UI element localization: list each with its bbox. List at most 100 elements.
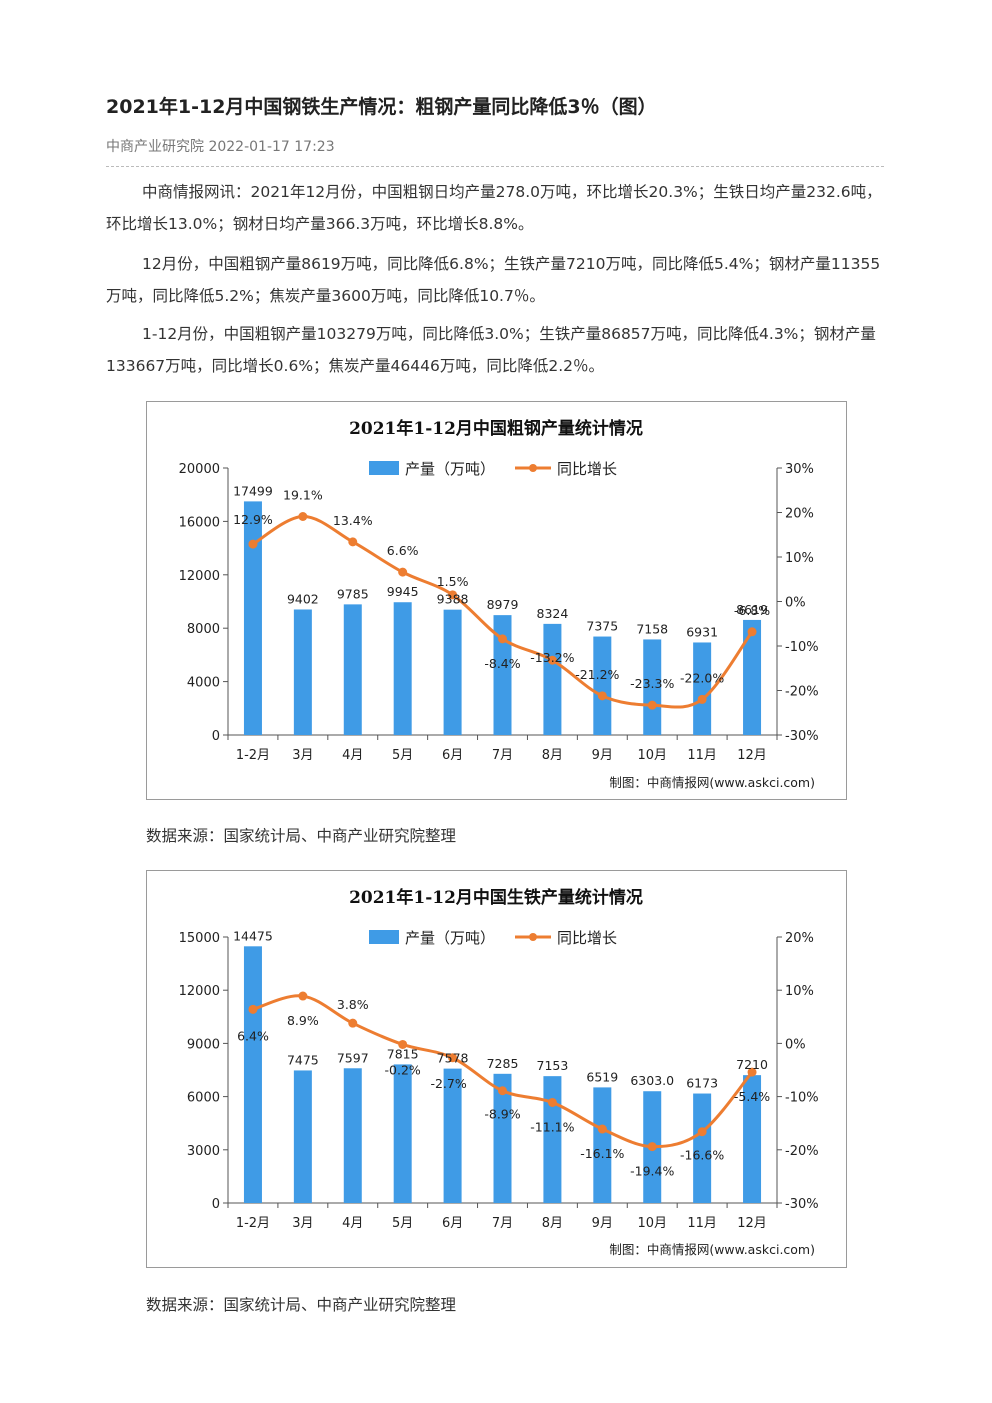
bar-9月: [593, 1087, 612, 1203]
growth-value-label: -8.9%: [484, 1107, 520, 1122]
left-tick-label: 12000: [179, 569, 220, 584]
bar-value-label: 7285: [487, 1056, 519, 1071]
bar-value-label: 9388: [437, 592, 469, 607]
bar-9月: [593, 636, 612, 735]
article-meta: 中商产业研究院 2022-01-17 17:23: [106, 139, 335, 155]
right-tick-label: 0%: [785, 596, 806, 611]
bar-6月: [443, 1068, 462, 1203]
bar-value-label: 7597: [337, 1050, 369, 1065]
legend-line-label: 同比增长: [557, 929, 617, 947]
x-tick-label: 3月: [292, 1216, 313, 1231]
growth-point-12月: [747, 1067, 757, 1077]
growth-point-10月: [647, 700, 657, 710]
chart-legend: 产量（万吨） 同比增长: [369, 460, 617, 478]
bar-5月: [393, 1064, 412, 1203]
growth-value-label: 3.8%: [337, 997, 369, 1012]
growth-value-label: -19.4%: [630, 1164, 674, 1179]
growth-value-label: -13.2%: [530, 650, 574, 665]
right-tick-label: 10%: [785, 551, 814, 566]
legend-bar-swatch: [369, 930, 399, 944]
growth-point-9月: [597, 691, 607, 701]
bar-value-label: 9945: [387, 584, 419, 599]
bar-4月: [343, 604, 362, 735]
x-tick-label: 7月: [492, 1216, 513, 1231]
bar-12月: [743, 1075, 762, 1203]
bar-value-label: 8979: [487, 597, 519, 612]
bar-3月: [293, 609, 312, 735]
x-tick-label: 7月: [492, 748, 513, 763]
bar-value-label: 7153: [537, 1058, 569, 1073]
bar-value-label: 17499: [233, 483, 273, 498]
right-tick-label: 30%: [785, 462, 814, 477]
bar-value-label: 7375: [586, 619, 618, 634]
x-tick-label: 4月: [342, 1216, 363, 1231]
x-tick-label: 1-2月: [236, 748, 270, 763]
right-tick-label: 10%: [785, 984, 814, 999]
right-tick-label: -30%: [785, 1197, 819, 1212]
bar-12月: [743, 619, 762, 735]
growth-value-label: -22.0%: [680, 670, 724, 685]
pig-iron-chart: 2021年1-12月中国生铁产量统计情况 产量（万吨） 同比增长 0 3000 6000 9…: [146, 870, 847, 1268]
bar-1-2月: [243, 946, 262, 1203]
growth-value-label: 13.4%: [333, 513, 373, 528]
x-tick-label: 4月: [342, 748, 363, 763]
left-tick-label: 8000: [187, 622, 220, 637]
bar-value-label: 9402: [287, 591, 319, 606]
growth-point-6月: [448, 1053, 458, 1063]
divider: [106, 166, 884, 167]
chart-source-1: 数据来源：国家统计局、中商产业研究院整理: [146, 827, 457, 845]
x-tick-label: 3月: [292, 748, 313, 763]
left-tick-label: 0: [212, 729, 220, 744]
growth-point-4月: [348, 1018, 358, 1028]
x-tick-label: 10月: [637, 748, 667, 763]
chart-legend: 产量（万吨） 同比增长: [369, 929, 617, 947]
paragraph-3: 1-12月份，中国粗钢产量103279万吨，同比降低3.0%；生铁产量86857…: [106, 325, 876, 375]
x-tick-label: 6月: [442, 748, 463, 763]
legend-line-marker: [529, 933, 537, 941]
bar-value-label: 6519: [586, 1069, 618, 1084]
paragraph-1: 中商情报网讯：2021年12月份，中国粗钢日均产量278.0万吨，环比增长20.…: [106, 183, 882, 233]
right-tick-label: -20%: [785, 685, 819, 700]
x-tick-label: 11月: [687, 1216, 717, 1231]
growth-point-1-2月: [248, 1004, 258, 1014]
x-tick-label: 8月: [542, 748, 563, 763]
article-title: 2021年1-12月中国钢铁生产情况：粗钢产量同比降低3％（图）: [106, 96, 657, 118]
growth-value-label: -5.4%: [734, 1089, 770, 1104]
chart-source-2: 数据来源：国家统计局、中商产业研究院整理: [146, 1296, 457, 1314]
left-tick-label: 0: [212, 1197, 220, 1212]
x-tick-label: 8月: [542, 1216, 563, 1231]
growth-value-label: -16.6%: [680, 1148, 724, 1163]
chart-credit: 制图：中商情报网(www.askci.com): [609, 1242, 815, 1257]
left-tick-label: 12000: [179, 984, 220, 999]
x-tick-label: 5月: [392, 1216, 413, 1231]
growth-point-8月: [547, 1097, 557, 1107]
legend-bar-label: 产量（万吨）: [405, 929, 495, 947]
bar-value-label: 8619: [736, 602, 768, 617]
x-tick-label: 5月: [392, 748, 413, 763]
legend-bar-label: 产量（万吨）: [405, 460, 495, 478]
growth-point-4月: [348, 537, 358, 547]
right-tick-label: -30%: [785, 729, 819, 744]
x-tick-label: 10月: [637, 1216, 667, 1231]
x-tick-label: 6月: [442, 1216, 463, 1231]
growth-value-label: -21.2%: [575, 667, 619, 682]
growth-value-label: 1.5%: [437, 574, 469, 589]
chart-title: 2021年1-12月中国生铁产量统计情况: [349, 887, 643, 908]
bar-7月: [493, 615, 512, 735]
growth-value-label: 8.9%: [287, 1013, 319, 1028]
bar-value-label: 7815: [387, 1046, 419, 1061]
bar-3月: [293, 1070, 312, 1203]
x-tick-label: 11月: [687, 748, 717, 763]
chart-credit: 制图：中商情报网(www.askci.com): [609, 775, 815, 790]
growth-point-11月: [697, 694, 707, 704]
growth-value-label: -16.1%: [580, 1146, 624, 1161]
legend-line-marker: [529, 464, 537, 472]
left-tick-label: 6000: [187, 1091, 220, 1106]
growth-value-label: -8.4%: [484, 656, 520, 671]
right-tick-label: -10%: [785, 1091, 819, 1106]
growth-point-5月: [398, 567, 408, 577]
bar-8月: [543, 623, 562, 735]
growth-value-label: 19.1%: [283, 488, 323, 503]
x-tick-label: 1-2月: [236, 1216, 270, 1231]
